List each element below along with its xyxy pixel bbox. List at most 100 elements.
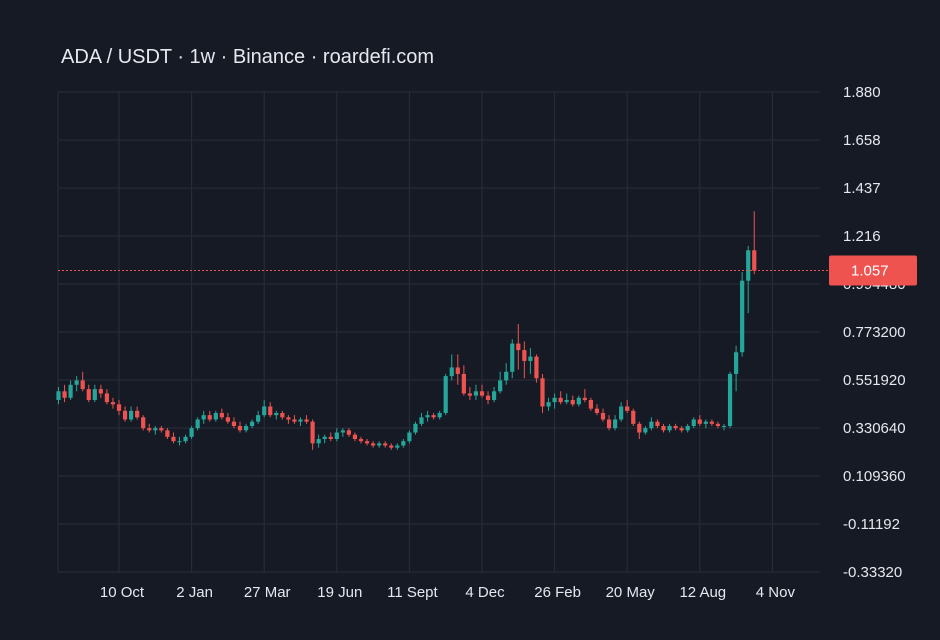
- candle-body: [631, 410, 636, 424]
- candle-body: [558, 397, 563, 403]
- candle-down: [116, 399, 122, 416]
- candle-up: [492, 386, 497, 403]
- candle-body: [104, 393, 109, 403]
- candle-up: [183, 434, 188, 444]
- candle-down: [570, 395, 575, 407]
- candle-up: [449, 354, 454, 381]
- candle-down: [104, 389, 109, 405]
- candle-body: [522, 350, 527, 361]
- candle-body: [546, 402, 551, 407]
- candle-down: [268, 402, 273, 418]
- candle-up: [734, 345, 739, 392]
- candle-down: [62, 384, 67, 403]
- candle-body: [153, 428, 158, 431]
- candle-body: [461, 373, 466, 394]
- candle-up: [401, 439, 406, 448]
- candle-body: [600, 412, 606, 420]
- candle-down: [558, 391, 563, 405]
- candle-up: [213, 410, 218, 422]
- candle-body: [419, 417, 424, 424]
- candle-body: [437, 412, 442, 418]
- y-tick-label: 1.880: [843, 84, 881, 101]
- candle-body: [74, 380, 79, 385]
- candle-up: [262, 399, 267, 418]
- candle-down: [479, 384, 485, 398]
- candle-body: [86, 389, 91, 400]
- candle-body: [746, 250, 751, 281]
- candle-up: [703, 419, 708, 429]
- grid-lines: [57, 91, 820, 573]
- candle-up: [667, 423, 672, 433]
- candle-up: [576, 395, 581, 407]
- chart-title: ADA / USDT · 1w · Binance · roardefi.com: [61, 46, 435, 68]
- candle-body: [159, 428, 164, 431]
- candle-up: [643, 425, 648, 435]
- candle-body: [455, 367, 460, 374]
- candle-down: [461, 365, 466, 396]
- candle-body: [479, 391, 485, 396]
- candle-down: [352, 432, 358, 442]
- candle-body: [141, 417, 146, 429]
- candle-series: [56, 211, 757, 450]
- candle-body: [207, 415, 212, 420]
- candle-body: [582, 397, 587, 400]
- candle-body: [492, 391, 497, 400]
- candle-up: [413, 421, 418, 435]
- candle-body: [177, 441, 182, 443]
- candle-up: [564, 393, 569, 405]
- candle-down: [98, 384, 103, 398]
- candle-up: [195, 417, 200, 431]
- candle-body: [292, 419, 297, 422]
- candle-body: [540, 378, 545, 407]
- candle-down: [631, 408, 636, 426]
- candle-up: [201, 410, 206, 424]
- candle-down: [80, 371, 85, 392]
- candle-up: [56, 386, 61, 405]
- current-price-label: 1.057: [851, 262, 889, 279]
- x-axis: 10 Oct 2 Jan 27 Mar 19 Jun 11 Sept 4 Dec 26 Fe…: [100, 584, 796, 601]
- candle-up: [619, 402, 624, 422]
- candle-up: [334, 428, 339, 442]
- candle-body: [564, 399, 569, 403]
- candle-body: [377, 443, 382, 446]
- candle-up: [177, 436, 182, 446]
- candle-body: [685, 425, 690, 431]
- candle-body: [570, 399, 575, 405]
- candle-body: [280, 412, 285, 418]
- candle-body: [256, 415, 261, 422]
- candle-body: [473, 391, 479, 396]
- candle-up: [68, 380, 73, 400]
- candle-up: [613, 415, 618, 431]
- candle-body: [328, 436, 333, 440]
- x-tick-label: 4 Nov: [756, 584, 796, 601]
- candle-down: [661, 423, 666, 433]
- candle-body: [129, 410, 134, 420]
- candle-down: [540, 373, 545, 413]
- y-axis: 1.8801.6581.4371.2160.9944800.7732000.55…: [843, 84, 906, 581]
- x-tick-label: 10 Oct: [100, 584, 145, 601]
- candle-down: [110, 397, 116, 409]
- candle-body: [243, 425, 249, 431]
- candle-up: [443, 373, 448, 416]
- candle-body: [661, 425, 666, 431]
- candle-down: [207, 410, 212, 422]
- candle-down: [673, 423, 678, 431]
- candle-body: [371, 443, 376, 446]
- candle-body: [528, 356, 533, 361]
- candle-body: [116, 404, 122, 411]
- candle-body: [401, 441, 406, 446]
- candle-body: [62, 391, 67, 398]
- candle-down: [219, 408, 224, 420]
- candle-body: [268, 406, 273, 416]
- candle-up: [504, 363, 509, 385]
- candle-up: [552, 393, 557, 409]
- y-tick-label: 0.109360: [843, 468, 906, 485]
- candle-body: [68, 384, 73, 398]
- candle-body: [195, 419, 200, 429]
- candle-up: [685, 423, 690, 433]
- candle-body: [407, 432, 412, 442]
- candle-up: [243, 423, 249, 433]
- x-tick-label: 26 Feb: [534, 584, 581, 601]
- candle-body: [413, 423, 418, 433]
